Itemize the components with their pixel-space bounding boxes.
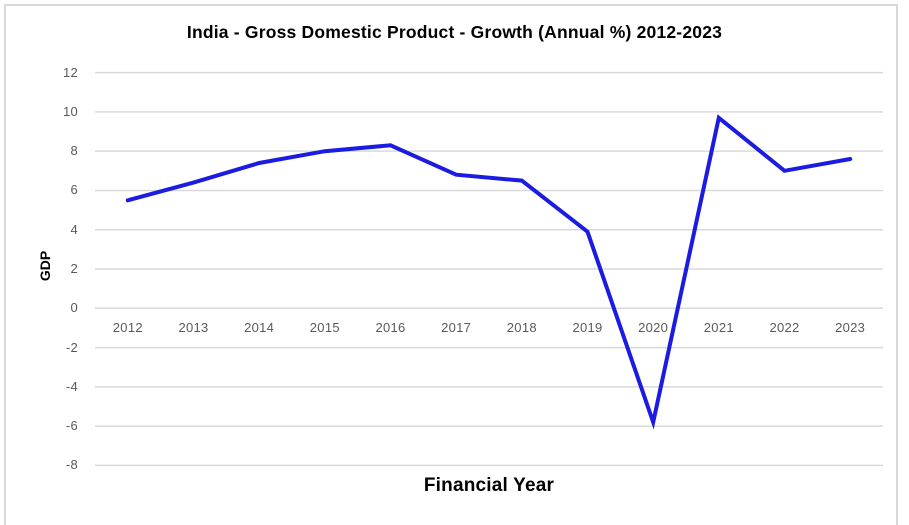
y-axis-tick-label: -2 xyxy=(65,339,78,355)
y-axis-tick-label: 10 xyxy=(62,103,78,119)
y-axis-tick-label: 6 xyxy=(70,182,78,198)
x-axis-tick-label: 2012 xyxy=(112,320,143,336)
x-axis-tick-label: 2021 xyxy=(703,320,734,336)
x-axis-tick-label: 2022 xyxy=(769,320,800,336)
y-axis-tick-label: 8 xyxy=(70,143,78,159)
x-axis-tick-label: 2023 xyxy=(835,320,866,336)
y-axis-tick-label: 0 xyxy=(70,300,78,316)
gdp-growth-line-series xyxy=(125,114,853,430)
y-axis-tick-label: -6 xyxy=(65,418,78,434)
x-axis-tick-label: 2016 xyxy=(375,320,406,336)
x-axis-title: Financial Year xyxy=(423,475,555,496)
y-axis-tick-label: 2 xyxy=(70,261,78,277)
x-axis-tick-label: 2018 xyxy=(506,320,537,336)
x-axis-tick-label: 2019 xyxy=(572,320,603,336)
x-axis-tick-label: 2020 xyxy=(638,320,669,336)
x-axis-tick-label: 2017 xyxy=(441,320,472,336)
y-axis-tick-label: 4 xyxy=(70,221,78,237)
x-axis-tick-label: 2015 xyxy=(309,320,340,336)
x-axis-tick-label: 2014 xyxy=(244,320,275,336)
y-axis-tick-label: -8 xyxy=(65,457,78,473)
x-axis-tick-label: 2013 xyxy=(178,320,209,336)
y-axis-tick-label: 12 xyxy=(62,64,78,80)
y-axis-tick-label: -4 xyxy=(65,378,78,394)
chart-title: India - Gross Domestic Product - Growth … xyxy=(186,22,723,42)
